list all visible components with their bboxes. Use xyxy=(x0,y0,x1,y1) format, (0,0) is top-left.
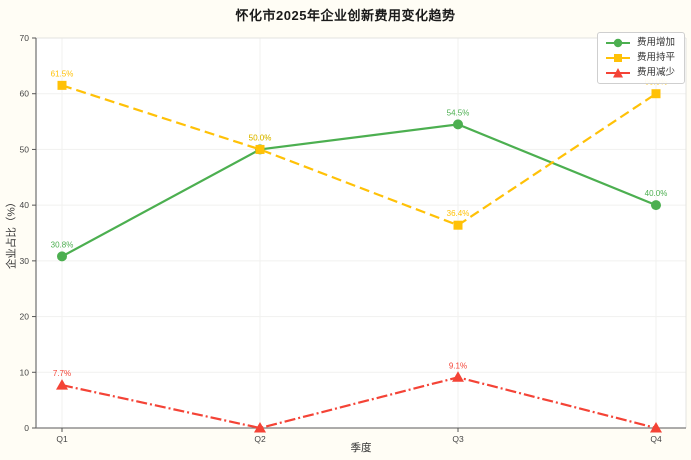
data-point xyxy=(255,144,265,154)
legend-label-increase: 费用增加 xyxy=(636,37,675,48)
y-tick-label: 10 xyxy=(20,367,30,377)
data-point xyxy=(57,251,67,262)
y-tick-label: 60 xyxy=(20,89,30,99)
data-label: 9.1% xyxy=(449,361,467,370)
series-line-0 xyxy=(61,123,657,258)
x-tick-label: Q2 xyxy=(254,434,266,444)
data-point xyxy=(452,371,464,382)
data-point xyxy=(651,89,661,99)
y-tick-label: 40 xyxy=(20,200,30,210)
data-point xyxy=(56,379,68,390)
data-label: 50.0% xyxy=(249,133,272,142)
y-axis-label: 企业占比（%） xyxy=(5,196,18,270)
x-tick-label: Q1 xyxy=(56,434,68,444)
legend-label-decrease: 费用减少 xyxy=(636,67,675,78)
data-label: 50.0% xyxy=(249,133,272,142)
legend-item-decrease: 费用减少 xyxy=(605,67,675,79)
data-label: 54.5% xyxy=(447,108,470,117)
x-tick-label: Q4 xyxy=(650,434,662,444)
legend: 费用增加 费用持平 费用减少 xyxy=(596,32,685,84)
x-tick-label: Q3 xyxy=(452,434,464,444)
series-line-2 xyxy=(61,376,657,430)
data-label: 61.5% xyxy=(51,69,74,78)
legend-marker-square-icon xyxy=(605,54,630,62)
chart-title: 怀化市2025年企业创新费用变化趋势 xyxy=(235,8,456,23)
y-tick-label: 30 xyxy=(20,256,30,266)
data-point xyxy=(453,119,463,130)
data-label: 40.0% xyxy=(645,189,668,198)
data-label: 7.7% xyxy=(53,369,71,378)
data-label: 36.4% xyxy=(447,209,470,218)
y-tick-label: 50 xyxy=(20,144,30,154)
y-tick-label: 20 xyxy=(20,312,30,322)
plot-background xyxy=(36,38,686,428)
data-point xyxy=(254,422,266,433)
data-point xyxy=(650,422,662,433)
legend-marker-triangle-icon xyxy=(605,68,630,78)
legend-item-flat: 费用持平 xyxy=(605,52,675,64)
x-axis-label: 季度 xyxy=(350,442,372,454)
legend-item-increase: 费用增加 xyxy=(605,37,675,49)
legend-label-flat: 费用持平 xyxy=(636,52,675,63)
legend-marker-circle-icon xyxy=(605,38,630,48)
data-point xyxy=(453,220,463,230)
y-tick-label: 0 xyxy=(24,423,29,433)
data-point xyxy=(651,200,661,211)
y-tick-label: 70 xyxy=(20,33,30,43)
data-point xyxy=(57,80,67,90)
data-label: 30.8% xyxy=(51,240,74,249)
